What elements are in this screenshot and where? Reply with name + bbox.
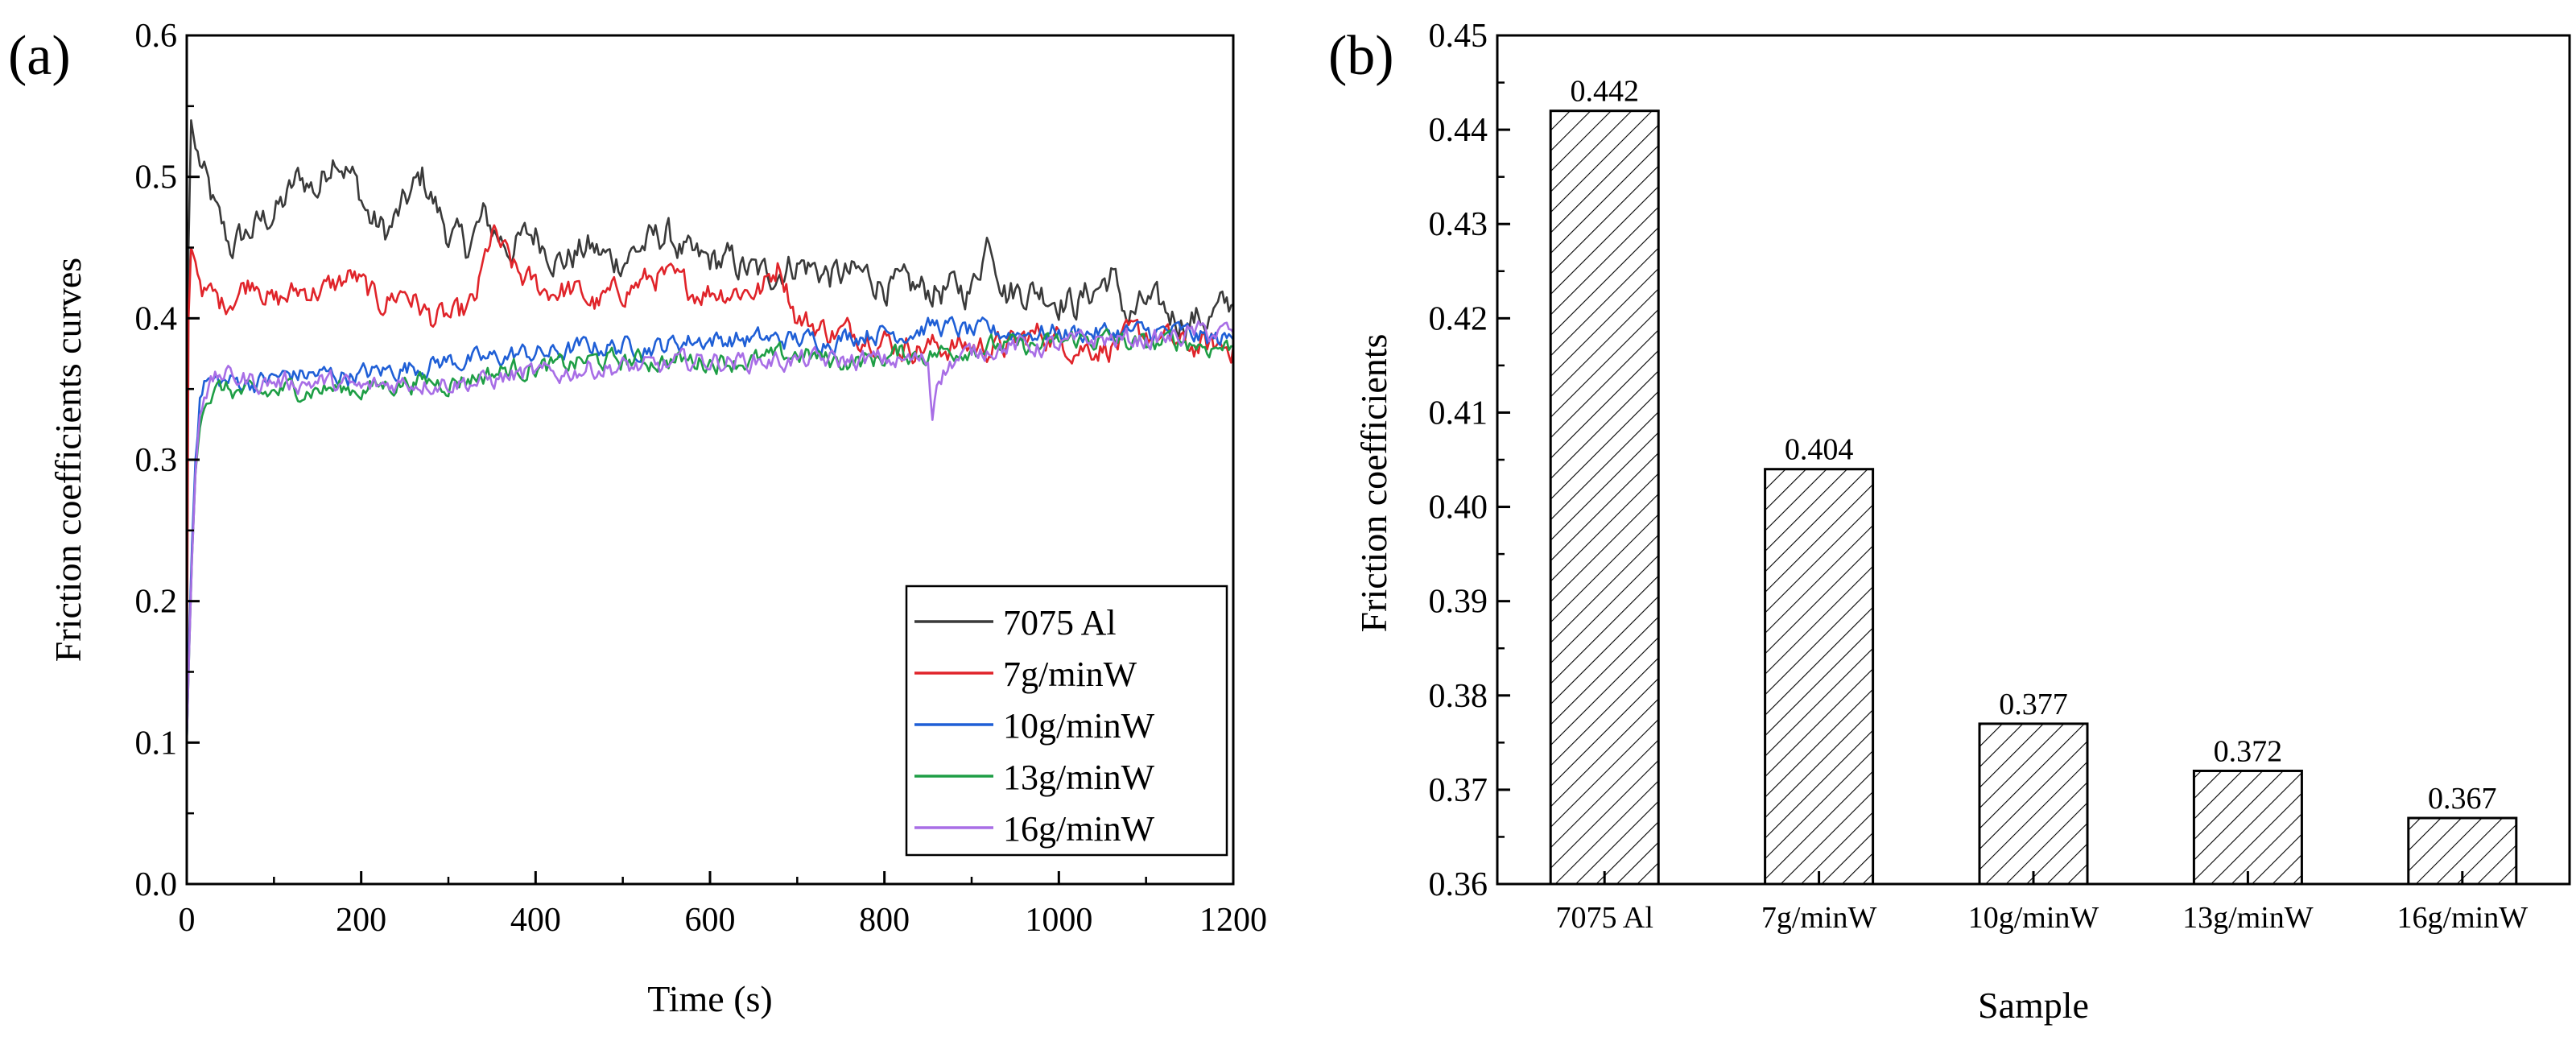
panel-b-x-tick-label-10g-minw: 10g/minW: [1968, 901, 2099, 935]
bar-value-label-10g-minw: 0.377: [1999, 688, 2068, 721]
panel-a-x-tick-label: 200: [336, 902, 386, 939]
panel-a-y-tick-label: 0.2: [135, 584, 178, 621]
panel-a-y-tick-label: 0.1: [135, 725, 178, 762]
panel-a-x-tick-label: 1200: [1199, 902, 1267, 939]
legend-label-10g-minw: 10g/minW: [1003, 706, 1155, 746]
panel-a-x-tick-label: 600: [685, 902, 736, 939]
series-line-16g-minw: [187, 320, 1233, 743]
panel-a-legend-box: [905, 585, 1228, 857]
bar-value-label-7g-minw: 0.404: [1785, 433, 1854, 467]
panel-a-x-tick-label: 400: [510, 902, 561, 939]
panel-b-label: (b): [1328, 25, 1394, 87]
panel-b-bar-chart: (b) 0.442 0.404 0.377 0.372 0.367 0.36 0.37 0.…: [1328, 18, 2571, 1026]
series-line-10g-minw: [187, 316, 1233, 743]
panel-a-y-tick-label: 0.6: [135, 18, 178, 55]
panel-b-x-tick-label-16g-minw: 16g/minW: [2397, 901, 2529, 935]
panel-a-y-axis-label: Friction coefficients curves: [47, 258, 89, 662]
legend-label-7g-minw: 7g/minW: [1003, 655, 1137, 694]
panel-b-y-tick-label: 0.37: [1429, 772, 1488, 809]
panel-b-x-tick-label-13g-minw: 13g/minW: [2182, 901, 2314, 935]
panel-a-line-chart: (a) 0 200 400 600 800 1000 1200 0.0 0.1 0.2 0.3 0.4…: [8, 18, 1267, 1019]
panel-b-y-tick-label: 0.36: [1429, 866, 1488, 903]
panel-a-x-tick-label: 800: [859, 902, 910, 939]
legend-label-13g-minw: 13g/minW: [1003, 758, 1155, 797]
panel-b-y-tick-label: 0.38: [1429, 678, 1488, 715]
panel-a-x-axis-label: Time (s): [647, 978, 773, 1019]
panel-b-x-axis-label: Sample: [1978, 985, 2089, 1026]
legend-label-7075-al: 7075 Al: [1003, 603, 1117, 642]
series-line-7075-al: [187, 119, 1233, 672]
series-line-13g-minw: [187, 328, 1233, 743]
panel-b-y-axis-label: Friction coefficients: [1353, 334, 1394, 633]
panel-b-y-tick-label: 0.45: [1429, 18, 1488, 55]
panel-a-y-tick-label: 0.3: [135, 442, 178, 479]
panel-a-legend: 7075 Al 7g/minW 10g/minW 13g/minW 16g/minW: [905, 585, 1228, 857]
panel-a-y-tick-label: 0.4: [135, 300, 178, 337]
bar-10g-minw: [1978, 722, 2089, 886]
panel-a-x-tick-label: 0: [179, 902, 196, 939]
panel-b-x-tick-label-7075-al: 7075 Al: [1555, 901, 1653, 935]
bar-7075-al: [1549, 109, 1660, 886]
panel-a-label: (a): [8, 25, 71, 87]
bar-value-label-16g-minw: 0.367: [2428, 782, 2497, 816]
bar-7g-minw: [1764, 468, 1875, 886]
panel-a-x-tick-label: 1000: [1025, 902, 1092, 939]
bar-value-label-7075-al: 0.442: [1570, 75, 1639, 109]
panel-b-x-tick-label-7g-minw: 7g/minW: [1761, 901, 1877, 935]
panel-b-y-tick-label: 0.41: [1429, 395, 1488, 432]
panel-b-y-tick-label: 0.40: [1429, 490, 1488, 527]
bar-value-label-13g-minw: 0.372: [2214, 734, 2283, 768]
panel-b-y-tick-label: 0.39: [1429, 584, 1488, 621]
bar-13g-minw: [2192, 769, 2303, 886]
panel-a-y-tick-label: 0.0: [135, 866, 178, 903]
panel-b-y-tick-label: 0.43: [1429, 206, 1488, 243]
legend-label-16g-minw: 16g/minW: [1003, 809, 1155, 849]
panel-a-y-tick-label: 0.5: [135, 159, 178, 196]
panel-b-y-tick-label: 0.42: [1429, 300, 1488, 337]
panel-b-y-tick-label: 0.44: [1429, 112, 1488, 149]
